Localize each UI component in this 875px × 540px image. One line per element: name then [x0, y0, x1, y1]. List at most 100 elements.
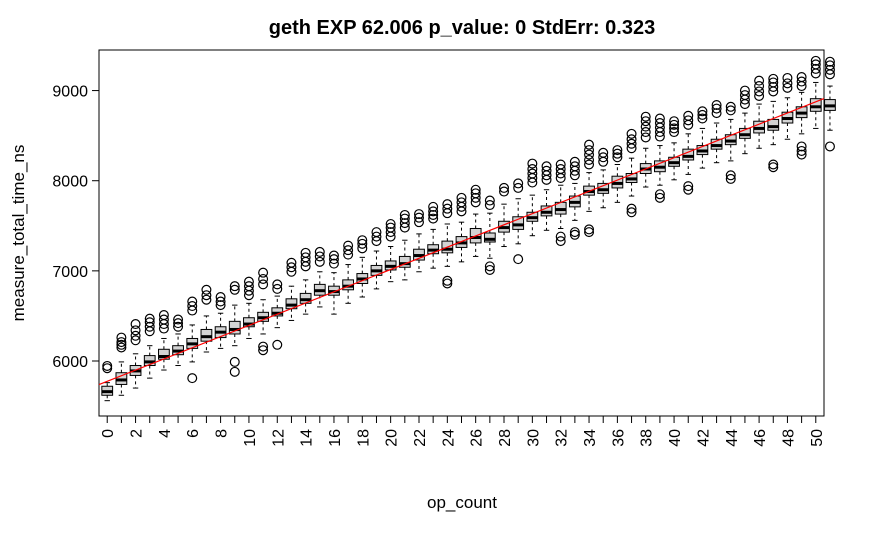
- outlier-point: [598, 152, 609, 163]
- box-group: [257, 267, 269, 356]
- outlier-point: [413, 209, 424, 220]
- outlier-point: [442, 199, 453, 210]
- outlier-point: [725, 101, 736, 112]
- outlier-point: [201, 284, 212, 295]
- y-axis-label: measure_total_time_ns: [9, 145, 28, 322]
- outlier-point: [796, 76, 807, 87]
- x-tick-label: 20: [384, 429, 401, 447]
- x-tick-label: 32: [554, 429, 571, 447]
- x-tick-label: 22: [412, 429, 429, 447]
- box-group: [724, 101, 737, 184]
- outlier-point: [810, 59, 821, 70]
- outlier-point: [484, 261, 495, 272]
- outlier-point: [215, 296, 226, 307]
- box: [483, 232, 496, 243]
- outlier-point: [385, 222, 396, 233]
- outlier-point: [683, 184, 694, 195]
- x-tick-label: 26: [469, 429, 486, 447]
- outlier-point: [555, 236, 566, 247]
- outlier-point: [442, 278, 453, 289]
- box-group: [441, 199, 454, 289]
- outlier-point: [768, 77, 779, 88]
- outlier-point: [640, 116, 651, 127]
- outlier-point: [654, 118, 665, 129]
- outlier-point: [102, 360, 113, 371]
- outlier-point: [442, 203, 453, 214]
- outlier-point: [173, 314, 184, 325]
- outlier-point: [626, 207, 637, 218]
- box-group: [625, 128, 638, 218]
- outlier-point: [116, 337, 127, 348]
- outlier-point: [725, 170, 736, 181]
- outlier-point: [314, 246, 325, 257]
- plot-area: [98, 49, 836, 417]
- box-group: [483, 195, 496, 275]
- outlier-point: [272, 339, 283, 350]
- outlier-point: [158, 310, 169, 321]
- outlier-point: [584, 227, 595, 238]
- outlier-point: [569, 229, 580, 240]
- box-group: [413, 209, 425, 273]
- box-group: [143, 313, 156, 379]
- outlier-point: [584, 145, 595, 156]
- outlier-point: [173, 318, 184, 329]
- outlier-point: [555, 231, 566, 242]
- outlier-point: [229, 356, 240, 367]
- box-group: [271, 279, 284, 350]
- outlier-point: [782, 82, 793, 93]
- outlier-point: [569, 156, 580, 167]
- outlier-point: [527, 158, 538, 169]
- box-group: [668, 116, 680, 181]
- outlier-point: [428, 209, 439, 220]
- outlier-point: [824, 141, 835, 152]
- outlier-point: [456, 192, 467, 203]
- x-tick-label: 42: [695, 429, 712, 447]
- outlier-point: [824, 56, 835, 67]
- box-group: [370, 227, 383, 290]
- x-tick-label: 4: [157, 429, 174, 438]
- box-group: [739, 85, 751, 155]
- y-tick-label: 8000: [52, 174, 88, 191]
- outlier-point: [314, 251, 325, 262]
- outlier-point: [272, 283, 283, 294]
- outlier-point: [768, 73, 779, 84]
- x-tick-label: 2: [129, 429, 146, 438]
- outlier-point: [116, 332, 127, 343]
- outlier-point: [116, 342, 127, 353]
- box-group: [101, 360, 114, 402]
- outlier-point: [824, 64, 835, 75]
- x-axis-label: op_count: [427, 493, 497, 512]
- outlier-point: [697, 109, 708, 120]
- outlier-point: [768, 81, 779, 92]
- outlier-point: [584, 224, 595, 235]
- box-group: [568, 156, 581, 240]
- outlier-point: [314, 256, 325, 267]
- outlier-point: [399, 209, 410, 220]
- outlier-point: [669, 127, 680, 138]
- outlier-point: [215, 300, 226, 311]
- outlier-point: [683, 181, 694, 192]
- outlier-point: [484, 195, 495, 206]
- x-tick-label: 24: [440, 429, 457, 447]
- outlier-point: [527, 168, 538, 179]
- outlier-point: [229, 284, 240, 295]
- outlier-point: [357, 235, 368, 246]
- box-group: [356, 235, 369, 298]
- outlier-point: [328, 258, 339, 269]
- outlier-point: [371, 231, 382, 242]
- x-tick-label: 48: [780, 429, 797, 447]
- box-group: [512, 178, 525, 265]
- outlier-point: [612, 145, 623, 156]
- y-tick-label: 7000: [52, 264, 88, 281]
- outlier-point: [626, 128, 637, 139]
- outlier-point: [669, 116, 680, 127]
- outlier-point: [640, 121, 651, 132]
- x-tick-label: 44: [724, 429, 741, 447]
- outlier-point: [413, 212, 424, 223]
- outlier-point: [725, 173, 736, 184]
- outlier-point: [357, 238, 368, 249]
- x-tick-label: 40: [667, 429, 684, 447]
- outlier-point: [258, 341, 269, 352]
- outlier-point: [187, 301, 198, 312]
